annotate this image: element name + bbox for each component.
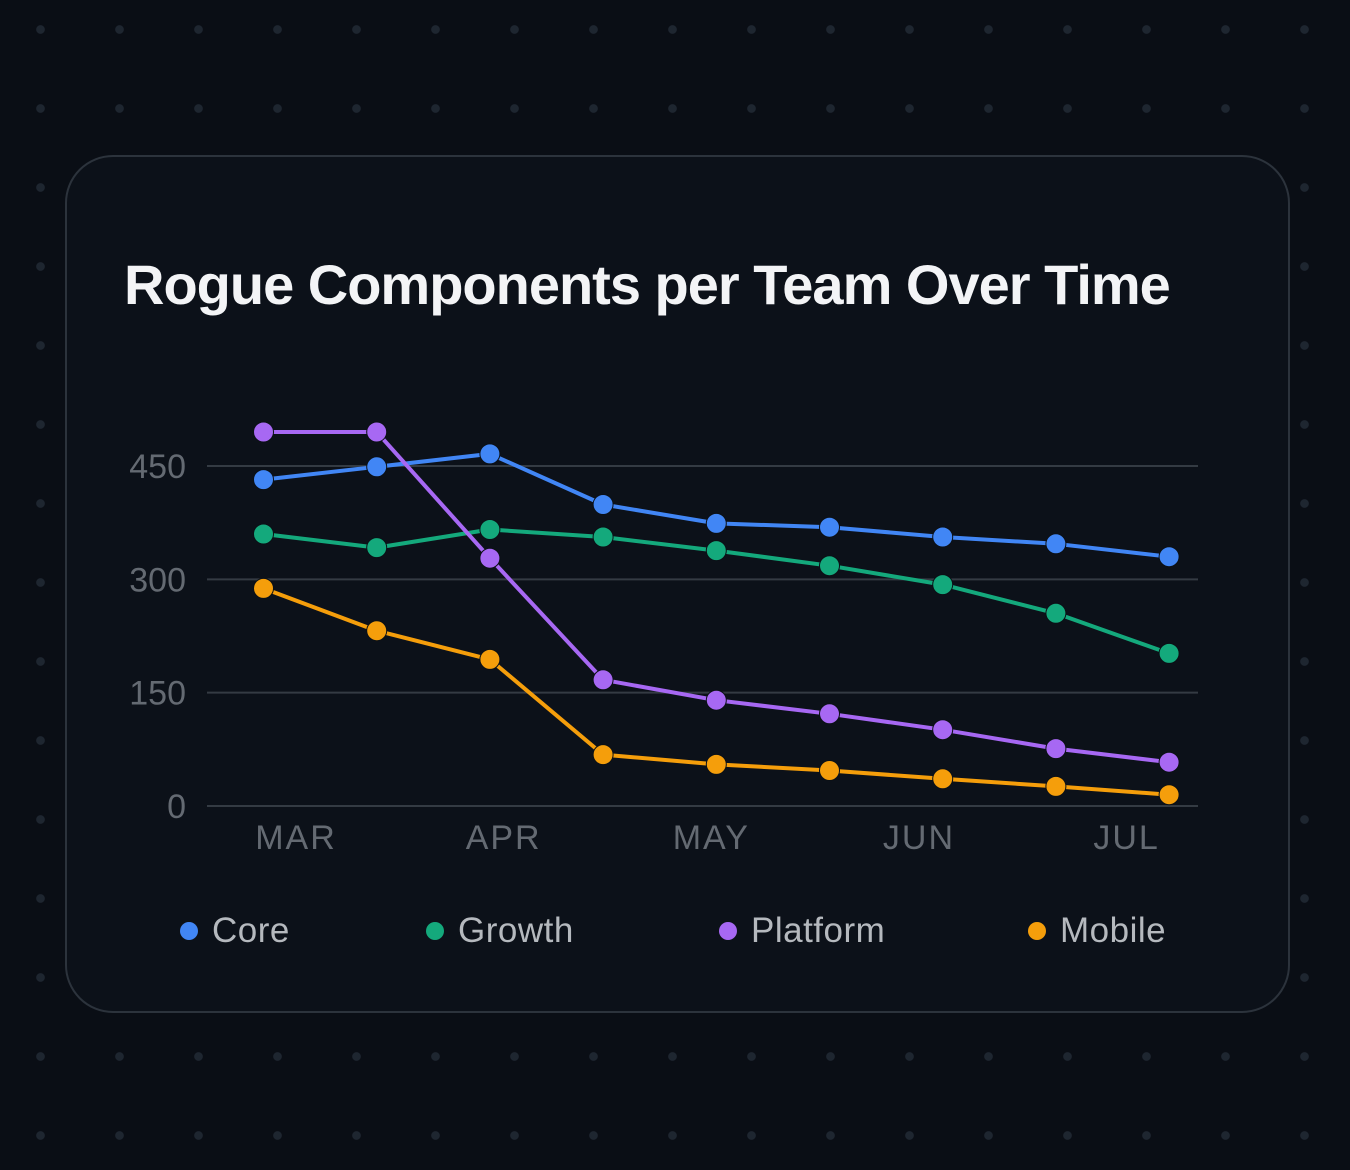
data-point-mobile-8[interactable]	[1158, 784, 1180, 806]
data-point-core-8[interactable]	[1158, 546, 1180, 568]
data-point-core-5[interactable]	[819, 516, 840, 538]
data-point-mobile-7[interactable]	[1045, 775, 1067, 797]
x-axis-label-mar: MAR	[255, 819, 337, 857]
x-axis-label-apr: APR	[466, 819, 542, 857]
x-axis-label-jun: JUN	[883, 819, 955, 857]
data-point-platform-5[interactable]	[819, 703, 840, 725]
data-point-mobile-3[interactable]	[592, 744, 614, 766]
data-point-core-4[interactable]	[705, 512, 727, 534]
data-point-platform-4[interactable]	[705, 689, 727, 711]
data-point-growth-7[interactable]	[1045, 602, 1067, 624]
data-point-mobile-6[interactable]	[932, 768, 954, 790]
legend-item-platform[interactable]: Platform	[719, 908, 885, 954]
legend-dot-platform-icon	[719, 922, 737, 940]
y-tick-label-450: 450	[129, 448, 186, 486]
data-point-core-1[interactable]	[366, 456, 388, 478]
data-point-growth-0[interactable]	[253, 523, 274, 545]
data-point-platform-2[interactable]	[479, 547, 501, 569]
data-point-growth-5[interactable]	[819, 555, 840, 577]
legend-dot-growth-icon	[426, 922, 444, 940]
data-point-growth-3[interactable]	[592, 526, 614, 548]
y-tick-label-0: 0	[167, 788, 186, 826]
legend-dot-mobile-icon	[1028, 922, 1046, 940]
data-point-mobile-1[interactable]	[366, 620, 388, 642]
data-point-platform-6[interactable]	[932, 719, 954, 741]
data-point-core-6[interactable]	[932, 526, 954, 548]
legend-label-mobile: Mobile	[1060, 911, 1167, 950]
data-point-platform-3[interactable]	[592, 669, 614, 691]
y-tick-label-300: 300	[129, 561, 186, 599]
data-point-mobile-0[interactable]	[253, 577, 274, 599]
data-point-platform-1[interactable]	[366, 421, 388, 443]
x-axis-label-may: MAY	[673, 819, 750, 857]
data-point-growth-1[interactable]	[366, 537, 388, 559]
data-point-growth-2[interactable]	[479, 519, 501, 540]
series-line-platform	[261, 430, 1172, 765]
legend-item-core[interactable]: Core	[180, 908, 290, 954]
y-tick-label-150: 150	[129, 675, 186, 713]
data-point-core-3[interactable]	[592, 494, 614, 515]
legend-item-mobile[interactable]: Mobile	[1028, 908, 1166, 954]
data-point-core-7[interactable]	[1045, 533, 1067, 555]
data-point-mobile-5[interactable]	[819, 760, 840, 781]
x-axis-label-jul: JUL	[1093, 819, 1159, 857]
data-point-core-0[interactable]	[253, 469, 274, 491]
data-point-platform-8[interactable]	[1158, 751, 1180, 773]
legend-label-platform: Platform	[751, 911, 886, 950]
data-point-core-2[interactable]	[479, 443, 501, 465]
data-point-platform-7[interactable]	[1045, 738, 1067, 760]
data-point-platform-0[interactable]	[253, 421, 274, 443]
data-point-growth-8[interactable]	[1158, 642, 1180, 664]
legend-label-core: Core	[212, 911, 290, 950]
data-point-growth-4[interactable]	[705, 540, 727, 562]
data-point-mobile-4[interactable]	[705, 753, 727, 775]
legend-label-growth: Growth	[458, 911, 574, 950]
data-point-growth-6[interactable]	[932, 574, 954, 596]
legend-item-growth[interactable]: Growth	[426, 908, 574, 954]
data-point-mobile-2[interactable]	[479, 648, 501, 670]
chart-title: Rogue Components per Team Over Time	[124, 253, 1171, 316]
legend-dot-core-icon	[180, 922, 198, 940]
